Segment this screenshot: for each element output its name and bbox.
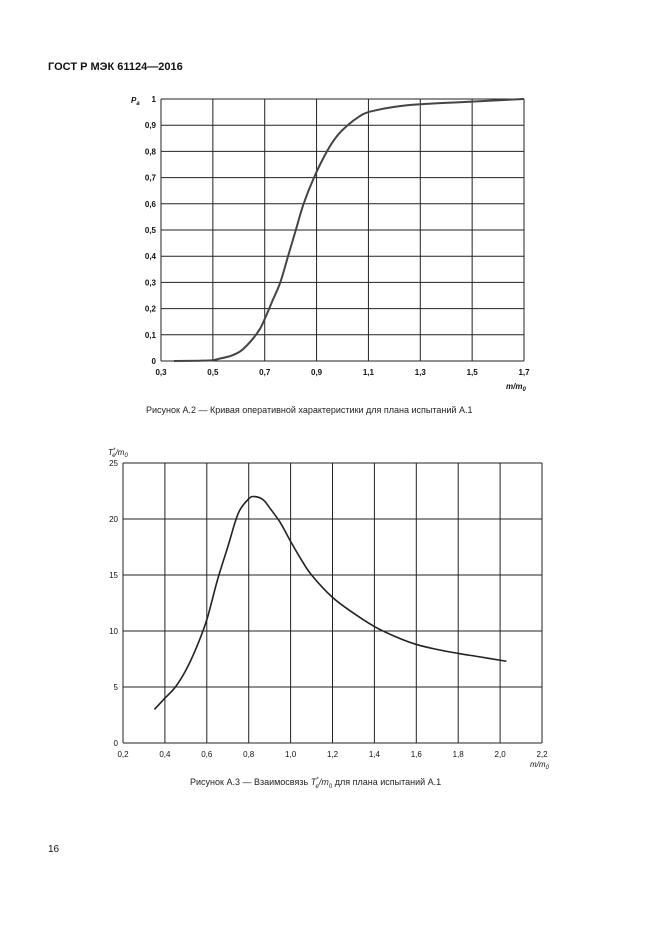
y-tick-label: 1 bbox=[152, 95, 157, 104]
x-tick-label: 2,0 bbox=[495, 750, 507, 759]
x-tick-label: 1,3 bbox=[415, 368, 427, 377]
x-tick-label: 1,0 bbox=[285, 750, 297, 759]
document-header: ГОСТ Р МЭК 61124—2016 bbox=[48, 61, 183, 73]
figure-a3-caption: Рисунок А.3 — Взаимосвязь T*e/m0 для пла… bbox=[190, 777, 441, 790]
caption-mid: /m bbox=[318, 777, 329, 787]
y-axis-label-rest-sub: 0 bbox=[124, 453, 128, 459]
y-tick-label: 5 bbox=[114, 683, 119, 692]
caption-t-sup: * bbox=[316, 777, 319, 783]
y-axis-label-t: T bbox=[108, 448, 114, 457]
x-tick-label: 0,5 bbox=[207, 368, 219, 377]
figure-a2-caption: Рисунок А.2 — Кривая оперативной характе… bbox=[146, 405, 473, 415]
y-axis-label-rest: /m bbox=[115, 448, 125, 457]
caption-prefix: Рисунок А.3 — Взаимосвязь bbox=[190, 777, 311, 787]
y-tick-label: 10 bbox=[109, 627, 118, 636]
y-axis-label: Pa bbox=[131, 96, 140, 107]
x-tick-label: 2,2 bbox=[536, 750, 548, 759]
y-tick-label: 0,3 bbox=[145, 278, 157, 287]
series-line bbox=[153, 495, 507, 710]
y-tick-label: 20 bbox=[109, 515, 118, 524]
x-axis-label: m/m0 bbox=[506, 382, 526, 393]
x-tick-label: 1,6 bbox=[411, 750, 423, 759]
y-tick-label: 0 bbox=[152, 357, 157, 366]
series-line bbox=[173, 98, 525, 362]
x-axis-label-sub: 0 bbox=[546, 765, 550, 771]
caption-t: T bbox=[310, 777, 317, 787]
x-tick-label: 1,4 bbox=[369, 750, 381, 759]
x-tick-label: 0,7 bbox=[259, 368, 271, 377]
y-axis-label-sub: a bbox=[136, 101, 140, 107]
x-tick-label: 0,9 bbox=[311, 368, 323, 377]
y-tick-label: 0,8 bbox=[145, 147, 157, 156]
y-tick-label: 0 bbox=[114, 739, 119, 748]
x-axis-label-main: m/m bbox=[530, 760, 546, 769]
y-tick-label: 25 bbox=[109, 459, 118, 468]
caption-t-sub: e bbox=[315, 783, 319, 790]
y-tick-label: 0,9 bbox=[145, 121, 157, 130]
x-tick-label: 0,3 bbox=[155, 368, 167, 377]
y-tick-label: 0,6 bbox=[145, 200, 157, 209]
y-tick-label: 15 bbox=[109, 571, 118, 580]
x-tick-label: 1,5 bbox=[467, 368, 479, 377]
x-tick-label: 0,4 bbox=[159, 750, 171, 759]
x-tick-label: 1,8 bbox=[453, 750, 465, 759]
y-axis-label: T* e/m0 bbox=[108, 448, 128, 459]
x-axis-label-sub: 0 bbox=[522, 387, 526, 393]
x-tick-label: 1,1 bbox=[363, 368, 375, 377]
y-tick-label: 0,4 bbox=[145, 252, 157, 261]
caption-suffix: для плана испытаний А.1 bbox=[332, 777, 442, 787]
x-tick-label: 1,7 bbox=[518, 368, 530, 377]
y-axis-label-sub: e bbox=[112, 453, 116, 459]
x-tick-label: 1,2 bbox=[327, 750, 339, 759]
x-axis-label: m/m0 bbox=[530, 760, 550, 771]
x-tick-label: 0,6 bbox=[201, 750, 213, 759]
y-tick-label: 0,5 bbox=[145, 226, 157, 235]
x-tick-label: 0,2 bbox=[117, 750, 129, 759]
caption-m-sub: 0 bbox=[328, 783, 333, 790]
page-number: 16 bbox=[48, 844, 60, 855]
x-axis-label-main: m/m bbox=[506, 382, 522, 391]
x-tick-label: 0,8 bbox=[243, 750, 255, 759]
y-axis-label-main: P bbox=[131, 96, 137, 105]
y-tick-label: 0,1 bbox=[145, 331, 157, 340]
y-axis-label-sup: * bbox=[113, 448, 116, 454]
y-tick-label: 0,2 bbox=[145, 305, 157, 314]
y-tick-label: 0,7 bbox=[145, 174, 157, 183]
